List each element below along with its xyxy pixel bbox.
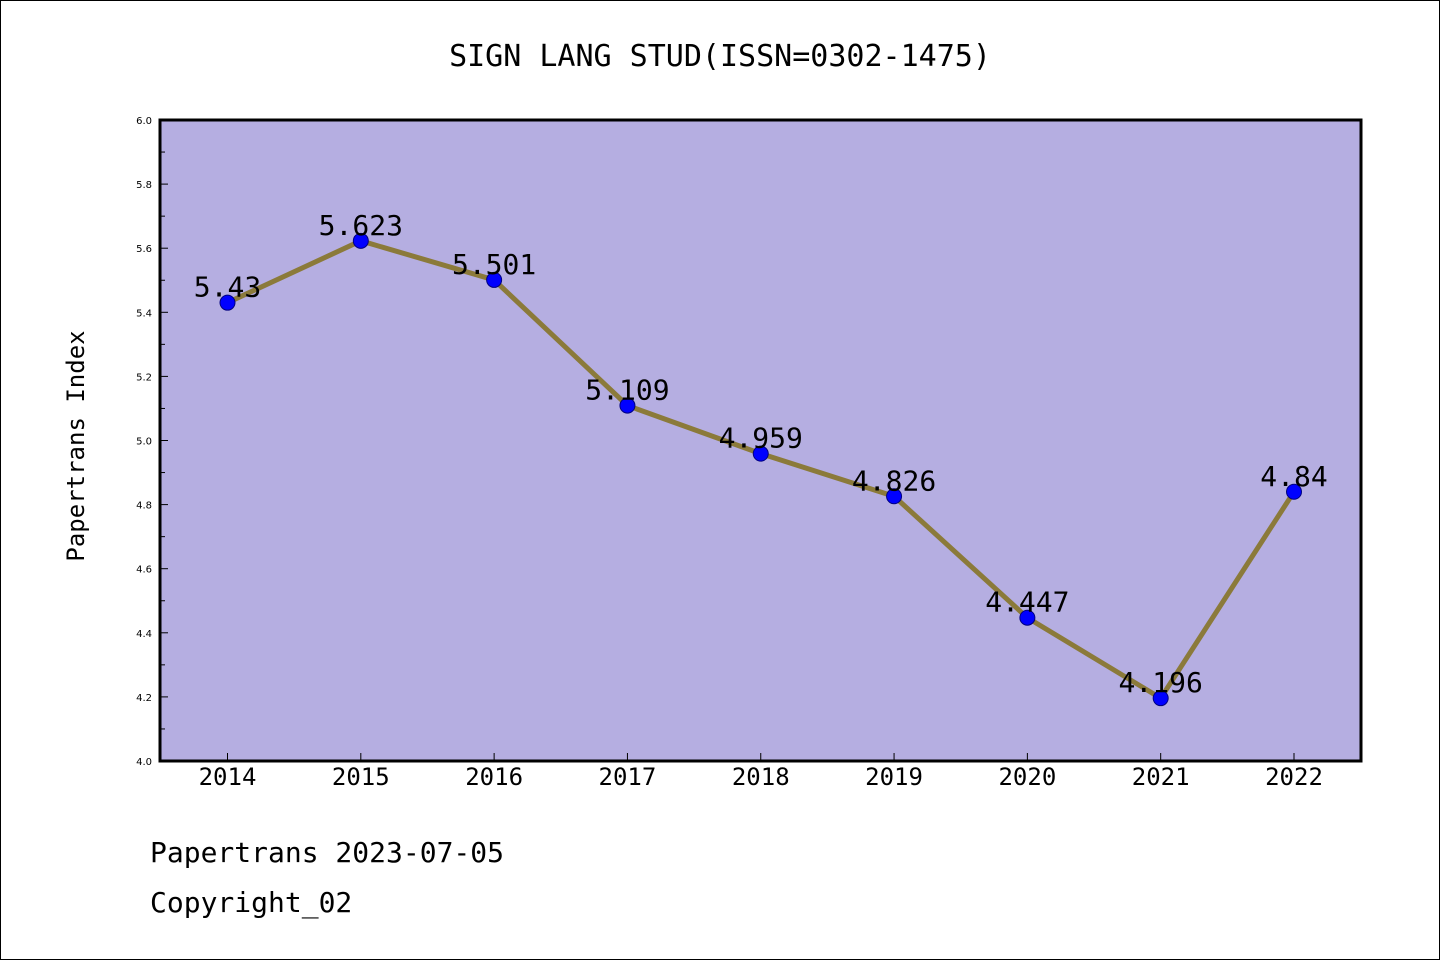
chart-title: SIGN LANG STUD(ISSN=0302-1475) — [449, 39, 991, 74]
data-points — [219, 232, 1302, 707]
data-label: 4.196 — [1119, 666, 1203, 699]
data-label: 5.109 — [585, 374, 669, 407]
x-tick-label: 2017 — [599, 763, 657, 791]
x-tick-label: 2014 — [199, 763, 257, 791]
data-label: 4.826 — [852, 464, 936, 497]
y-tick-label: 6.0 — [136, 116, 152, 127]
y-tick-label: 5.2 — [136, 372, 152, 383]
data-point-marker — [1019, 609, 1036, 626]
data-point-marker — [752, 445, 769, 462]
y-tick-label: 5.8 — [136, 180, 152, 191]
y-axis-ticks: 4.0 4.2 4.4 4.6 4.8 5.0 5.2 5.4 5.6 5.8 6.0 — [136, 116, 168, 768]
y-tick-label: 4.4 — [136, 629, 152, 640]
y-tick-label: 4.6 — [136, 565, 152, 576]
x-axis-ticks: 2014 2015 2016 2017 2018 2019 2020 2021 2022 — [199, 753, 1323, 791]
data-point-marker — [352, 232, 369, 249]
x-tick-label: 2021 — [1132, 763, 1190, 791]
data-point-marker — [1286, 483, 1302, 500]
data-point-marker — [219, 294, 236, 311]
x-tick-label: 2015 — [332, 763, 390, 791]
data-label: 4.84 — [1260, 460, 1327, 493]
data-label: 5.501 — [452, 248, 536, 281]
data-point-marker — [1152, 690, 1169, 707]
x-tick-label: 2016 — [465, 763, 523, 791]
footer-copyright-line: Copyright_02 — [150, 886, 353, 919]
y-tick-label: 5.6 — [136, 244, 152, 255]
x-tick-label: 2020 — [998, 763, 1056, 791]
data-point-marker — [886, 488, 903, 505]
x-tick-label: 2018 — [732, 763, 790, 791]
y-tick-label: 4.2 — [136, 693, 152, 704]
data-point-marker — [619, 397, 636, 414]
data-label: 5.43 — [194, 271, 261, 304]
data-labels: 5.43 5.623 5.501 5.109 4.959 4.826 4.447 4.196 4… — [194, 209, 1328, 699]
data-label: 4.959 — [719, 422, 803, 455]
plot-area — [160, 120, 1361, 761]
y-axis-label: Papertrans Index — [62, 330, 90, 561]
x-tick-label: 2019 — [865, 763, 923, 791]
y-tick-label: 5.0 — [136, 437, 152, 448]
y-tick-label: 4.0 — [136, 757, 152, 768]
footer-date-line: Papertrans 2023-07-05 — [150, 836, 505, 869]
x-tick-label: 2022 — [1265, 763, 1323, 791]
data-label: 4.447 — [985, 586, 1069, 619]
y-tick-label: 4.8 — [136, 501, 152, 512]
data-point-marker — [486, 271, 503, 288]
plot-border — [158, 118, 1363, 763]
y-tick-label: 5.4 — [136, 308, 152, 319]
data-label: 5.623 — [319, 209, 403, 242]
